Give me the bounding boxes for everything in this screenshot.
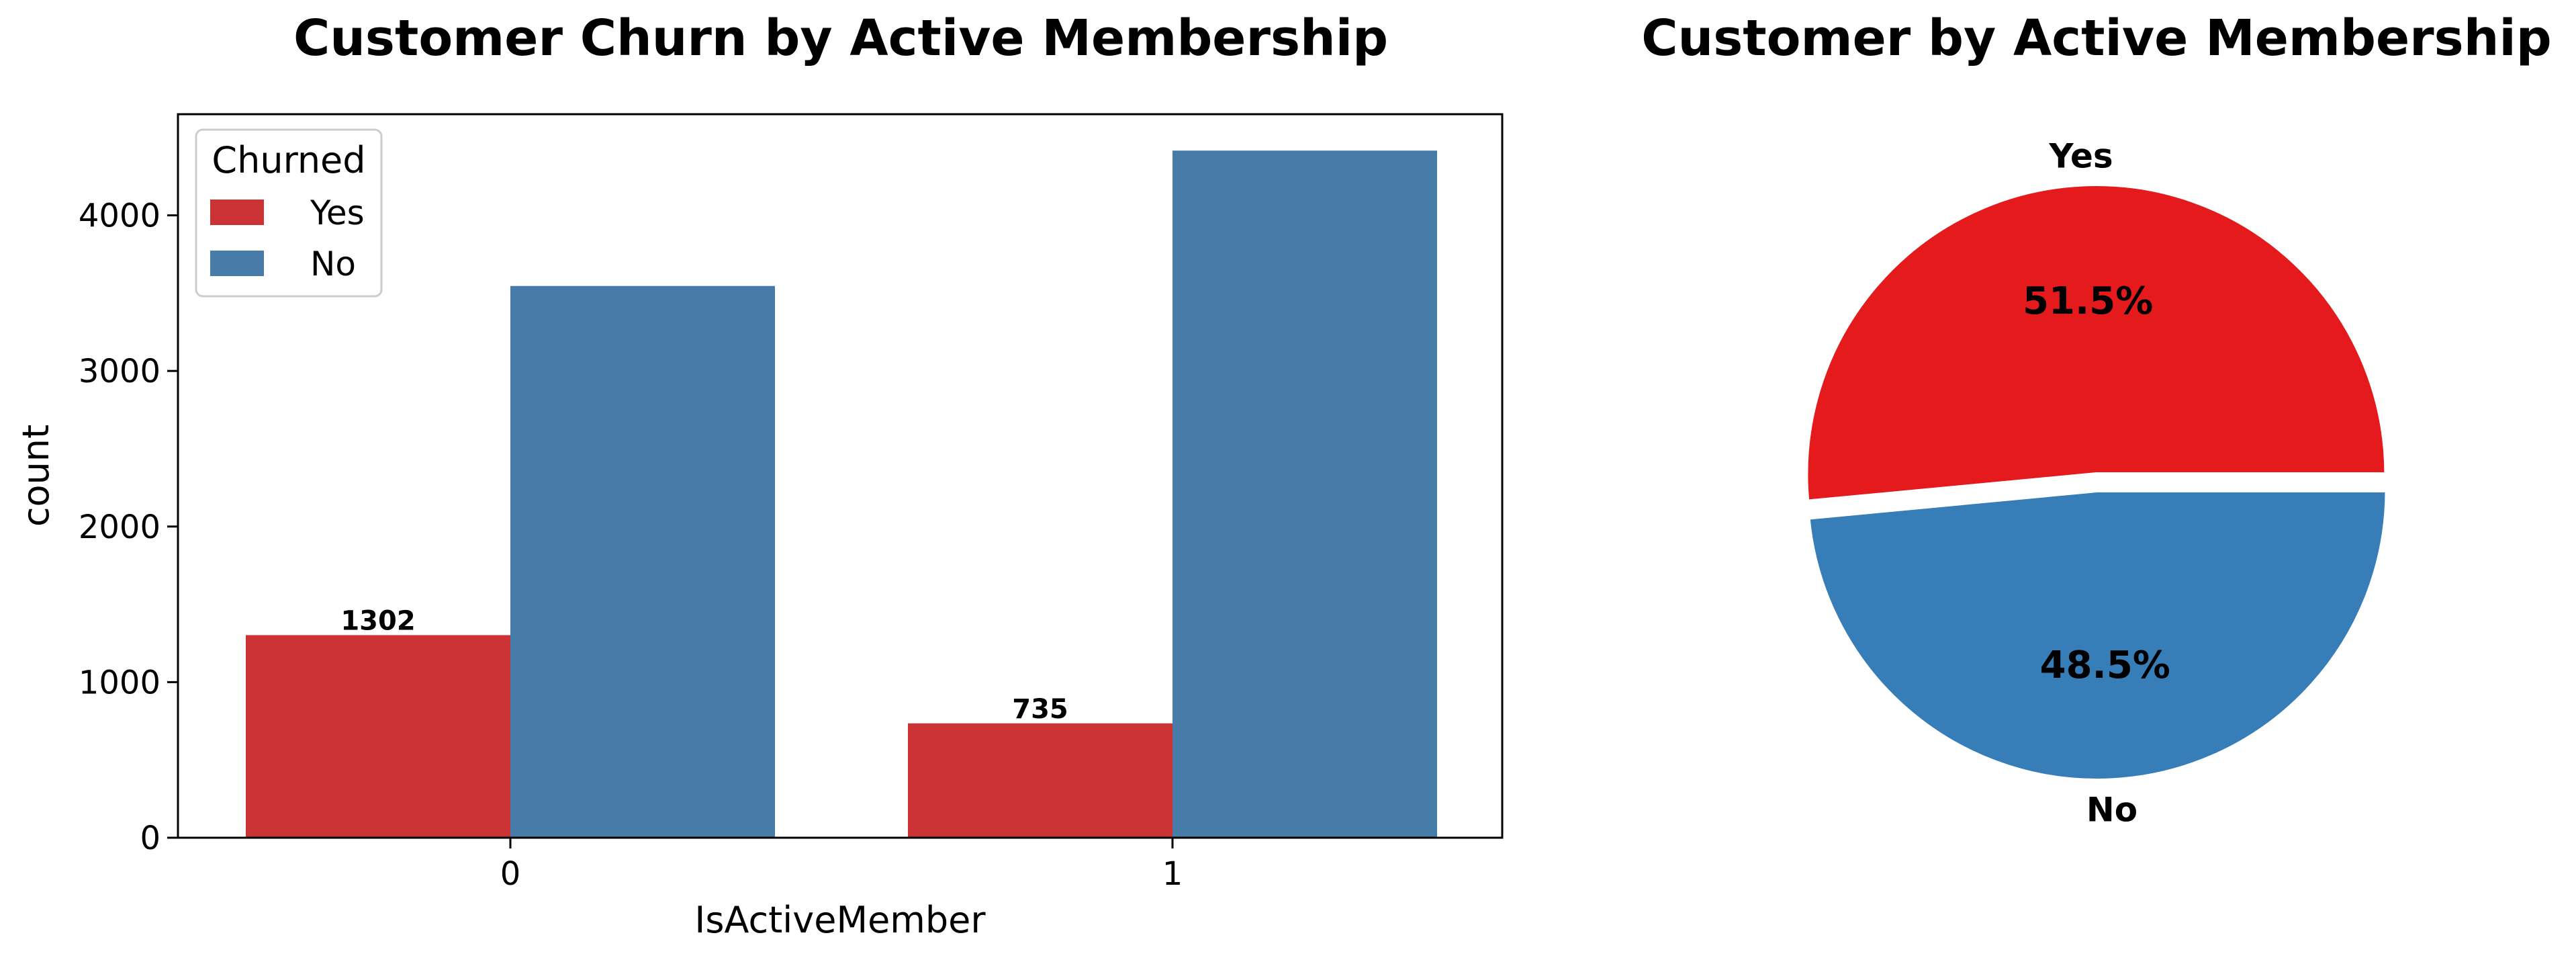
pie-label-no: No (2086, 791, 2137, 830)
data-label-yes-1: 735 (1012, 694, 1068, 725)
legend-title: Churned (212, 139, 365, 181)
plot-frame (177, 113, 1504, 839)
y-axis-label: count (15, 425, 57, 527)
bar-chart-title: Customer Churn by Active Membership (293, 9, 1388, 67)
legend-swatch-yes (210, 200, 264, 225)
pie-chart: 51.5% Yes 48.5% No (1804, 136, 2389, 830)
bar-yes-1 (908, 723, 1172, 838)
bar-yes-0 (246, 635, 510, 838)
legend-label-no: No (310, 245, 356, 283)
pie-slice-yes (1804, 182, 2389, 504)
y-tick-label: 2000 (79, 509, 160, 546)
data-label-yes-0: 1302 (340, 605, 415, 636)
legend-swatch-no (210, 251, 264, 276)
y-tick-label: 3000 (79, 353, 160, 390)
y-tick-label: 1000 (79, 664, 160, 701)
bar-plot-area: 0 1000 2000 3000 4000 0 1 1302 735 (79, 113, 1504, 893)
y-tick-label: 0 (140, 820, 160, 857)
legend: Churned Yes No (195, 128, 383, 298)
pie-slice-no (1806, 488, 2389, 783)
y-tick-label: 4000 (79, 198, 160, 235)
bar-no-1 (1172, 150, 1437, 838)
x-tick-label: 0 (500, 855, 521, 893)
pie-chart-title: Customer by Active Membership (1641, 9, 2552, 67)
pie-pct-label-yes: 51.5% (2023, 279, 2153, 323)
x-tick-label: 1 (1162, 855, 1183, 893)
bar-no-0 (510, 286, 775, 838)
legend-label-yes: Yes (310, 193, 365, 232)
pie-pct-label-no: 48.5% (2040, 644, 2170, 687)
pie-label-yes: Yes (2048, 136, 2113, 175)
x-axis-label: IsActiveMember (694, 899, 986, 941)
